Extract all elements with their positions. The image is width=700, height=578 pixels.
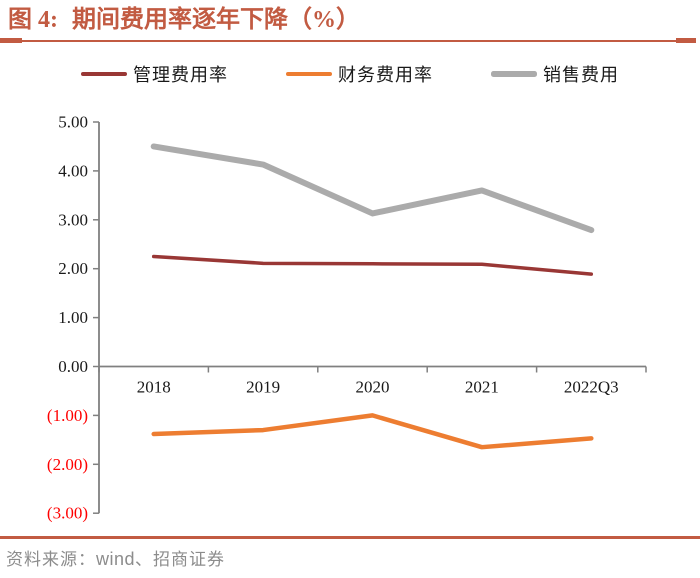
footer-rule — [0, 536, 700, 539]
chart-legend: 管理费用率 财务费用率 销售费用 — [0, 60, 700, 88]
y-axis-tick-label: 2.00 — [58, 259, 88, 278]
y-axis-tick-label: (3.00) — [47, 504, 88, 523]
data-source-suffix: 、招商证券 — [135, 550, 226, 569]
x-axis-category-label: 2020 — [356, 378, 390, 397]
chart-title-text: 期间费用率逐年下降（%） — [72, 7, 360, 33]
series-line-管理费用率 — [151, 254, 594, 276]
x-axis-category-label: 2019 — [246, 378, 280, 397]
x-axis-category-label: 2022Q3 — [564, 378, 619, 397]
legend-label: 财务费用率 — [338, 65, 433, 85]
legend-label: 销售费用 — [543, 65, 619, 85]
data-source-prefix: 资料来源： — [6, 550, 96, 569]
data-source-wind: wind — [96, 549, 136, 569]
title-underline-right-cap — [676, 38, 696, 43]
legend-item-management-expense: 管理费用率 — [81, 61, 228, 87]
title-underline-left-cap — [0, 38, 22, 43]
x-axis-category-label: 2021 — [465, 378, 499, 397]
chart-title-number: 图 4: — [8, 7, 58, 33]
legend-line-swatch — [491, 71, 537, 77]
legend-label: 管理费用率 — [133, 65, 228, 85]
title-underline — [0, 40, 696, 42]
legend-item-finance-expense: 财务费用率 — [286, 61, 433, 87]
x-axis-category-label: 2018 — [137, 378, 171, 397]
series-line-销售费用 — [150, 143, 595, 234]
line-chart-plot-area: 5.00 4.00 3.00 2.00 1.00 0.00 (1.00) (2.00) (3.0… — [47, 113, 647, 523]
chart-title: 图 4: 期间费用率逐年下降（%） — [8, 5, 698, 35]
legend-item-sales-expense: 销售费用 — [491, 61, 619, 87]
y-axis-tick-label: (1.00) — [47, 406, 88, 425]
legend-line-swatch — [286, 72, 332, 76]
legend-line-swatch — [81, 72, 127, 76]
data-source-note: 资料来源：wind、招商证券 — [6, 545, 225, 570]
series-line-财务费用率 — [151, 413, 594, 450]
y-axis-tick-label: 4.00 — [58, 161, 88, 180]
y-axis-tick-label: 1.00 — [58, 308, 88, 327]
y-axis-tick-label: 3.00 — [58, 210, 88, 229]
y-axis-tick-label: (2.00) — [47, 455, 88, 474]
y-axis-tick-label: 5.00 — [58, 113, 88, 132]
y-axis-tick-label: 0.00 — [58, 357, 88, 376]
